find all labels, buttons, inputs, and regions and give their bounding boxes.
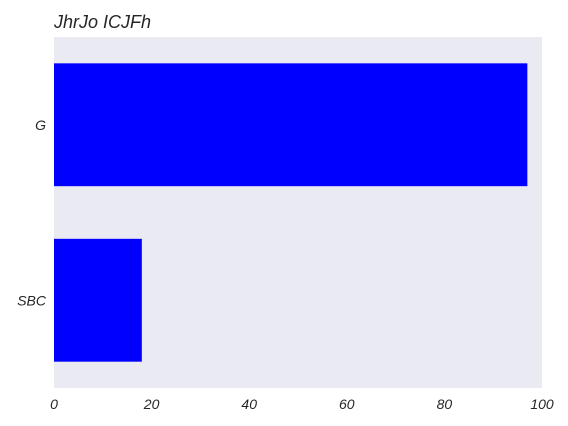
y-tick-label: G (35, 117, 46, 133)
x-tick-label: 20 (143, 396, 160, 412)
x-tick-label: 0 (50, 396, 58, 412)
x-tick-labels: 0 20 40 60 80 100 (50, 396, 554, 412)
x-tick-label: 40 (241, 396, 257, 412)
chart-title: JhrJo ICJFh (53, 12, 151, 32)
bar-sbc (54, 238, 142, 362)
bar-g (54, 63, 528, 187)
y-tick-label: SBC (17, 292, 47, 308)
bars-group (54, 63, 528, 362)
x-tick-label: 80 (437, 396, 453, 412)
y-tick-labels: G SBC (17, 117, 47, 309)
x-tick-label: 100 (530, 396, 554, 412)
x-tick-label: 60 (339, 396, 355, 412)
